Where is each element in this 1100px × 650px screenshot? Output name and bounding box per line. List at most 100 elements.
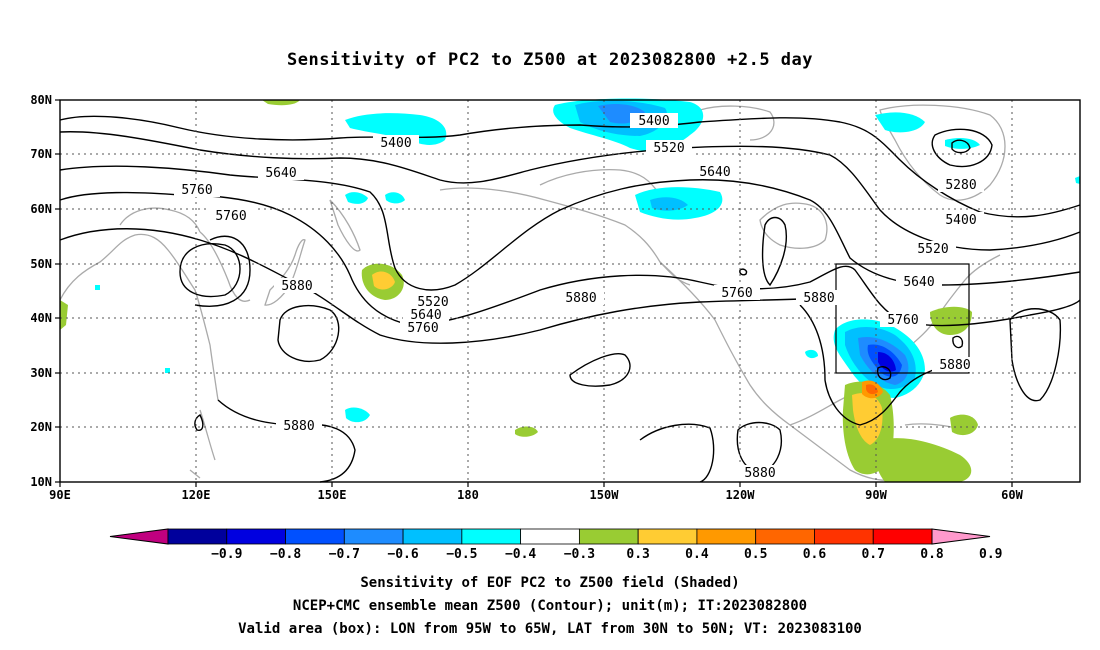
lon-tick-label: 150W [590,488,620,502]
contour-labels: 5400 5400 5520 5640 5640 5760 5760 5880 … [174,113,984,481]
colorbar-segment [402,528,463,545]
contour-label: 5400 [630,113,678,129]
caption-line-2: NCEP+CMC ensemble mean Z500 (Contour); u… [292,598,808,614]
colorbar-label: 0.3 [626,547,649,562]
contour-label: 5400 [373,135,419,151]
lat-tick-label: 40N [30,311,52,325]
colorbar-label: −0.4 [505,547,536,562]
colorbar-segment [226,528,286,545]
svg-text:5880: 5880 [803,291,834,306]
svg-text:5640: 5640 [903,275,934,290]
lat-tick-label: 20N [30,420,52,434]
svg-text:5760: 5760 [721,286,752,301]
colorbar-segment [696,528,757,545]
contour-label: 5880 [276,418,322,434]
svg-text:5640: 5640 [410,308,441,323]
lon-tick-label: 120E [182,488,211,502]
svg-text:5520: 5520 [917,242,948,257]
svg-text:5520: 5520 [653,141,684,156]
colorbar-label: 0.7 [861,547,884,562]
colorbar-segment [578,528,639,545]
colorbar-label: −0.7 [329,547,360,562]
colorbar-segment [520,528,580,545]
contour-label: 5640 [403,307,449,323]
contour-label: 5760 [714,285,760,301]
colorbar-min-arrow [109,528,169,545]
contour-label: 5880 [932,357,978,373]
colorbar-label: −0.9 [211,547,242,562]
contour-label: 5520 [910,241,956,257]
lon-tick-label: 180 [457,488,479,502]
svg-text:5400: 5400 [638,114,669,129]
svg-text:5880: 5880 [939,358,970,373]
lat-tick-label: 60N [30,202,52,216]
contour-label: 5640 [896,274,942,290]
svg-text:5280: 5280 [945,178,976,193]
colorbar-segment [755,528,815,545]
svg-text:5640: 5640 [265,166,296,181]
contour-label: 5760 [880,312,926,328]
contour-label: 5760 [400,320,446,336]
lat-tick-label: 30N [30,366,52,380]
contour-label: 5640 [692,164,738,180]
colorbar-label: 0.8 [920,547,944,562]
colorbar-label: −0.5 [446,547,477,562]
tick-marks [55,99,1013,487]
longitude-labels: 90E 120E 150E 180 150W 120W 90W 60W [49,488,1023,502]
svg-text:5640: 5640 [699,165,730,180]
coastlines [59,104,1006,482]
contour-label: 5520 [646,140,692,156]
lon-tick-label: 90W [865,488,887,502]
svg-text:5760: 5760 [215,209,246,224]
svg-text:5880: 5880 [565,291,596,306]
colorbar-label: 0.5 [744,547,767,562]
lon-tick-label: 60W [1001,488,1023,502]
lat-tick-label: 10N [30,475,52,489]
svg-text:5880: 5880 [283,419,314,434]
svg-text:5760: 5760 [887,313,918,328]
colorbar-label: 0.6 [803,547,827,562]
svg-text:5760: 5760 [407,321,438,336]
lat-tick-label: 50N [30,257,52,271]
lon-tick-label: 120W [726,488,756,502]
colorbar: −0.9 −0.8 −0.7 −0.6 −0.5 −0.4 −0.3 0.3 0.4 0.5 0.6… [109,528,1003,562]
colorbar-label: 0.4 [685,547,709,562]
colorbar-label: −0.6 [387,547,418,562]
colorbar-segment [814,528,874,545]
colorbar-max-arrow [931,528,991,545]
figure-title: Sensitivity of PC2 to Z500 at 2023082800… [286,50,813,70]
svg-text:5400: 5400 [380,136,411,151]
colorbar-segment [285,528,345,545]
contour-label: 5400 [938,212,984,228]
colorbar-label: −0.8 [270,547,301,562]
contour-label: 5880 [796,290,842,306]
contour-label: 5760 [208,208,254,224]
contour-label: 5520 [410,294,456,310]
svg-text:5760: 5760 [181,183,212,198]
svg-text:5880: 5880 [744,466,775,481]
contour-label: 5640 [258,165,304,181]
latitude-labels: 80N 70N 60N 50N 40N 30N 20N 10N [30,93,52,489]
lat-tick-label: 80N [30,93,52,107]
contour-label: 5880 [558,290,604,306]
contour-label: 5760 [174,182,220,198]
colorbar-segment [461,528,522,545]
colorbar-segment [872,528,933,545]
lon-tick-label: 150E [318,488,347,502]
colorbar-segment [167,528,228,545]
lon-tick-label: 90E [49,488,71,502]
colorbar-label: 0.9 [979,547,1002,562]
colorbar-segment [637,528,698,545]
map-frame [59,99,1081,483]
contour-label: 5280 [938,177,984,193]
colorbar-label: −0.3 [564,547,595,562]
svg-text:5400: 5400 [945,213,976,228]
lat-tick-label: 70N [30,147,52,161]
svg-text:5880: 5880 [281,279,312,294]
valid-area-box [835,263,970,374]
caption-line-3: Valid area (box): LON from 95W to 65W, L… [238,621,862,637]
colorbar-segment [343,528,404,545]
caption-line-1: Sensitivity of EOF PC2 to Z500 field (Sh… [360,575,740,591]
contour-label: 5880 [737,465,783,481]
